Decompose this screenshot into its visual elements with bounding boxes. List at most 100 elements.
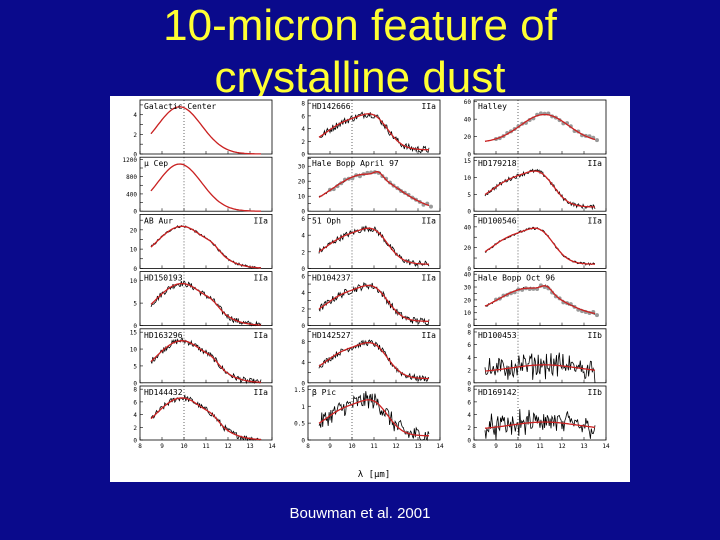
panel-3-6-xtick-label: 8 <box>472 443 476 450</box>
panel-1-1-model-line <box>150 106 261 155</box>
panel-1-3-ytick-label: 10 <box>130 247 138 254</box>
panel-3-4-model-line <box>484 285 596 315</box>
panel-2-1-model-line <box>318 113 430 151</box>
panel-3-6-label: HD169142 <box>478 388 517 397</box>
panel-3-6-class: IIb <box>588 388 603 397</box>
panel-1-3-ytick-label: 0 <box>133 266 137 273</box>
citation: Bouwman et al. 2001 <box>289 505 431 522</box>
panel-2-4-ytick-label: 0 <box>301 323 305 330</box>
panel-2-1-ytick-label: 4 <box>301 126 305 133</box>
panel-1-4-ytick-label: 5 <box>133 301 137 308</box>
panel-3-5-ytick-label: 8 <box>467 329 471 336</box>
panel-2-6-ytick-label: 0.5 <box>294 421 305 428</box>
panel-2-5-ytick-label: 8 <box>301 339 305 346</box>
panel-1-6-xtick-label: 12 <box>224 443 232 450</box>
panel-2-2-comet-point <box>384 176 389 181</box>
panel-3-6-xtick-label: 9 <box>494 443 498 450</box>
panel-3-6-ytick-label: 0 <box>467 438 471 445</box>
panel-3-6-xtick-label: 13 <box>580 443 588 450</box>
panel-2-4-class: IIa <box>422 274 437 283</box>
panel-2-4-label: HD104237 <box>312 274 351 283</box>
panel-3-1-label: Halley <box>478 102 507 111</box>
panel-2-2-ytick-label: 0 <box>301 209 305 216</box>
panel-2-2-comet-point <box>428 204 433 209</box>
panel-1-6-ytick-label: 8 <box>133 387 137 394</box>
panel-3-3-ytick-label: 40 <box>464 224 472 231</box>
panel-2-2-ytick-label: 30 <box>298 164 306 171</box>
panel-1-6-label: HD144432 <box>144 388 183 397</box>
panel-3-2-model-line <box>484 170 596 208</box>
panel-3-5-model-line <box>484 364 596 372</box>
panel-3-3-observed-line <box>484 226 595 267</box>
panel-2-2-ytick-label: 20 <box>298 179 306 186</box>
panel-3-1-comet-point <box>594 138 599 143</box>
panel-2-4-ytick-label: 2 <box>301 306 305 313</box>
panel-1-5-ytick-label: 0 <box>133 380 137 387</box>
panel-1-5-model-line <box>150 340 262 383</box>
panel-2-5-class: IIa <box>422 331 437 340</box>
panel-2-5-model-line <box>318 341 430 380</box>
panel-3-2-ytick-label: 5 <box>467 192 471 199</box>
panel-3-4-ytick-label: 10 <box>464 310 472 317</box>
panel-3-4-ytick-label: 40 <box>464 272 472 279</box>
panel-2-6-observed-line <box>318 391 430 442</box>
slide-title-line-1: 10-micron feature of <box>163 1 557 50</box>
panel-1-5-observed-line <box>150 337 262 385</box>
panel-1-3-ytick-label: 20 <box>130 227 138 234</box>
panel-3-3-model-line <box>484 227 596 265</box>
panel-2-6-xtick-label: 9 <box>328 443 332 450</box>
panel-2-3-ytick-label: 4 <box>301 233 305 240</box>
panel-1-4-ytick-label: 10 <box>130 278 138 285</box>
panel-1-6-ytick-label: 6 <box>133 399 137 406</box>
panel-1-4-class: IIa <box>254 274 269 283</box>
panel-3-5-ytick-label: 2 <box>467 368 471 375</box>
panel-2-1-ytick-label: 2 <box>301 139 305 146</box>
panel-2-2-model-line <box>318 171 430 207</box>
panel-2-3-ytick-label: 2 <box>301 249 305 256</box>
panel-1-4-ytick-label: 0 <box>133 323 137 330</box>
panel-3-6-ytick-label: 4 <box>467 412 471 419</box>
panel-2-2-ytick-label: 10 <box>298 194 306 201</box>
panel-3-6-observed-line <box>484 409 596 441</box>
panel-1-6-xtick-label: 13 <box>246 443 254 450</box>
panel-3-1-model-line <box>484 113 596 142</box>
panel-1-6-xtick-label: 10 <box>180 443 188 450</box>
panel-2-3-label: 51 Oph <box>312 216 341 225</box>
panel-3-2-class: IIa <box>588 159 603 168</box>
panel-1-6-ytick-label: 0 <box>133 438 137 445</box>
panel-1-4-model-line <box>150 282 262 326</box>
panel-2-6-xtick-label: 13 <box>414 443 422 450</box>
panel-1-5-label: HD163296 <box>144 331 183 340</box>
panel-2-5-label: HD142527 <box>312 331 351 340</box>
panel-1-6-xtick-label: 9 <box>160 443 164 450</box>
panel-2-1-observed-line <box>318 111 430 154</box>
panel-3-2-ytick-label: 0 <box>467 209 471 216</box>
panel-3-5-ytick-label: 4 <box>467 355 471 362</box>
panel-1-2-ytick-label: 800 <box>126 174 137 181</box>
panel-2-1-class: IIa <box>422 102 437 111</box>
panel-1-6-model-line <box>150 397 262 441</box>
panel-3-3-label: HD100546 <box>478 216 517 225</box>
panel-3-5-ytick-label: 0 <box>467 380 471 387</box>
panel-2-6-xtick-label: 11 <box>370 443 378 450</box>
panel-1-1-label: Galactic Center <box>144 102 216 111</box>
panel-2-4-ytick-label: 4 <box>301 290 305 297</box>
panel-3-3-ytick-label: 20 <box>464 245 472 252</box>
panel-2-5-ytick-label: 4 <box>301 360 305 367</box>
panel-1-6-ytick-label: 4 <box>133 412 137 419</box>
panel-2-5-ytick-label: 0 <box>301 380 305 387</box>
x-axis-label: λ [μm] <box>358 470 391 480</box>
slide-title: 10-micron feature of crystalline dust <box>0 0 720 104</box>
panel-2-1-ytick-label: 0 <box>301 152 305 159</box>
panel-3-2-ytick-label: 10 <box>464 175 472 182</box>
panel-3-4-comet-point <box>594 313 599 318</box>
panel-3-6-ytick-label: 2 <box>467 425 471 432</box>
panel-2-4-ytick-label: 6 <box>301 273 305 280</box>
panel-3-2-label: HD179218 <box>478 159 517 168</box>
panel-1-2-ytick-label: 400 <box>126 191 137 198</box>
panel-3-4-ytick-label: 30 <box>464 285 472 292</box>
panel-3-6-xtick-label: 10 <box>514 443 522 450</box>
panel-3-6-model-line <box>484 421 596 429</box>
panel-2-3-ytick-label: 0 <box>301 266 305 273</box>
